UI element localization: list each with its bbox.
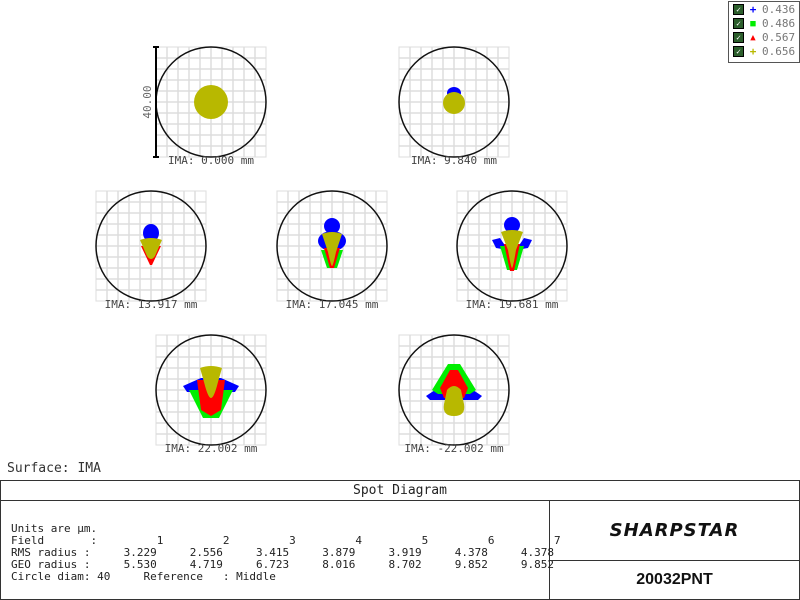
- airy-circle: [456, 190, 568, 302]
- footer-title: Spot Diagram: [1, 481, 799, 501]
- field-label: IMA: -22.002 mm: [404, 442, 504, 455]
- spot-diagram-plot: IMA: 0.000 mm IMA: 9.840 mm IMA: 13.917 mm…: [95, 46, 568, 455]
- field-label: IMA: 22.002 mm: [165, 442, 258, 455]
- units-line: Units are µm.: [11, 522, 98, 535]
- field-label: IMA: 0.000 mm: [168, 154, 254, 167]
- legend-item[interactable]: ✓ ■ 0.486: [729, 17, 799, 30]
- scale-bar-label: 40.00: [141, 85, 154, 118]
- spot-0.656: [501, 230, 523, 268]
- legend-item[interactable]: ✓ +0.656: [729, 45, 799, 58]
- surface-label: Surface: IMA: [7, 461, 101, 476]
- legend-label: 0.436: [762, 3, 796, 16]
- spot-panel-field-7: IMA: -22.002 mm: [398, 334, 510, 455]
- spot-panel-field-1: IMA: 0.000 mm: [155, 46, 267, 167]
- spot-0.436: [324, 218, 340, 234]
- spot-0.656: [194, 85, 228, 119]
- stats-text: Units are µm. Field : 1 2 3 4 5 6 7 RMS ra…: [11, 523, 561, 583]
- legend-label: 0.486: [762, 17, 796, 30]
- wavelength-legend: ✓ +0.436 ✓ ■ 0.486 ✓ ▲ 0.567 ✓ +0.656: [728, 1, 800, 63]
- checkbox-icon[interactable]: ✓: [733, 46, 744, 57]
- plus-marker-icon: +: [749, 45, 757, 58]
- spot-0.656: [443, 92, 465, 114]
- checkbox-icon[interactable]: ✓: [733, 4, 744, 15]
- spot-0.656: [322, 232, 342, 266]
- circle-line: Circle diam: 40 Reference : Middle: [11, 570, 276, 583]
- brand-logo: SHARPSTAR: [550, 501, 799, 561]
- legend-item[interactable]: ✓ +0.436: [729, 3, 799, 16]
- field-line: Field : 1 2 3 4 5 6 7: [11, 534, 561, 547]
- stats-panel: Units are µm. Field : 1 2 3 4 5 6 7 RMS ra…: [1, 501, 561, 599]
- checkbox-icon[interactable]: ✓: [733, 32, 744, 43]
- field-label: IMA: 17.045 mm: [286, 298, 379, 311]
- spot-0.436: [143, 224, 159, 242]
- model-name: 20032PNT: [636, 571, 713, 588]
- rms-line: RMS radius : 3.229 2.556 3.415 3.879 3.9…: [11, 546, 555, 559]
- airy-circle: [95, 190, 207, 302]
- field-label: IMA: 9.840 mm: [411, 154, 497, 167]
- legend-label: 0.656: [762, 45, 796, 58]
- spot-panel-field-2: IMA: 9.840 mm: [398, 46, 510, 167]
- spot-0.656: [443, 386, 465, 416]
- plus-marker-icon: +: [749, 3, 757, 16]
- spot-panel-field-4: IMA: 17.045 mm: [276, 190, 388, 311]
- square-marker-icon: ■: [750, 18, 756, 29]
- triangle-marker-icon: ▲: [750, 32, 756, 43]
- airy-circle: [398, 334, 510, 446]
- spot-0.656: [140, 238, 162, 259]
- airy-circle: [276, 190, 388, 302]
- spot-0.656: [200, 366, 222, 398]
- spot-panel-field-3: IMA: 13.917 mm: [95, 190, 207, 311]
- airy-circle: [155, 334, 267, 446]
- geo-line: GEO radius : 5.530 4.719 6.723 8.016 8.7…: [11, 558, 555, 571]
- spot-panel-field-5: IMA: 19.681 mm: [456, 190, 568, 311]
- field-label: IMA: 19.681 mm: [466, 298, 559, 311]
- spot-panel-field-6: IMA: 22.002 mm: [155, 334, 267, 455]
- info-panel: Spot Diagram Units are µm. Field : 1 2 3 …: [0, 480, 800, 600]
- field-label: IMA: 13.917 mm: [105, 298, 198, 311]
- airy-circle: [398, 46, 510, 158]
- spot-0.436: [504, 217, 520, 233]
- checkbox-icon[interactable]: ✓: [733, 18, 744, 29]
- legend-label: 0.567: [762, 31, 796, 44]
- legend-item[interactable]: ✓ ▲ 0.567: [729, 31, 799, 44]
